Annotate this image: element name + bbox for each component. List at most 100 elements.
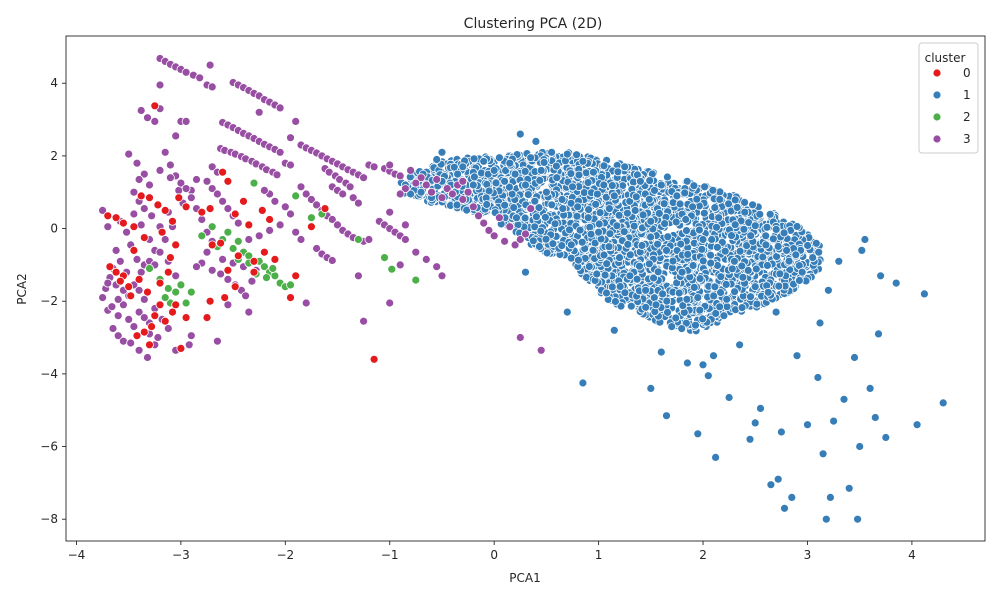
point-cluster-1 — [815, 318, 825, 328]
point-cluster-1 — [782, 245, 791, 255]
point-cluster-1 — [599, 250, 609, 260]
point-cluster-1 — [505, 158, 515, 168]
point-cluster-1 — [515, 129, 525, 139]
point-cluster-0 — [163, 267, 173, 277]
point-cluster-1 — [682, 294, 692, 304]
point-cluster-1 — [521, 267, 530, 277]
point-cluster-3 — [113, 294, 123, 304]
point-cluster-1 — [578, 156, 588, 166]
point-cluster-1 — [787, 492, 797, 502]
point-cluster-1 — [667, 322, 677, 332]
legend-marker-0 — [932, 68, 942, 78]
point-cluster-1 — [432, 155, 442, 164]
legend: cluster 0 1 2 3 — [918, 42, 979, 154]
point-cluster-1 — [632, 274, 642, 284]
legend-items: 0 1 2 3 — [932, 66, 971, 146]
point-cluster-2 — [160, 293, 170, 303]
point-cluster-2 — [259, 262, 269, 272]
point-cluster-3 — [437, 271, 447, 281]
point-cluster-3 — [312, 200, 322, 210]
point-cluster-0 — [136, 191, 146, 201]
point-cluster-1 — [737, 303, 747, 313]
point-cluster-0 — [239, 196, 248, 206]
point-cluster-3 — [505, 222, 515, 232]
point-cluster-3 — [411, 178, 421, 188]
point-cluster-3 — [442, 184, 452, 194]
point-cluster-3 — [270, 196, 280, 206]
legend-label-0: 0 — [963, 66, 971, 80]
point-cluster-3 — [400, 220, 410, 230]
point-cluster-1 — [584, 262, 594, 271]
point-cluster-3 — [301, 298, 311, 308]
point-cluster-3 — [484, 225, 494, 235]
point-cluster-1 — [826, 492, 835, 502]
point-cluster-3 — [98, 205, 107, 215]
point-cluster-3 — [115, 256, 125, 266]
point-cluster-1 — [698, 314, 707, 324]
point-cluster-3 — [395, 189, 405, 199]
point-cluster-1 — [523, 190, 533, 200]
point-cluster-1 — [604, 242, 614, 252]
point-cluster-3 — [171, 131, 181, 141]
point-cluster-1 — [715, 194, 725, 204]
point-cluster-1 — [530, 196, 540, 206]
point-cluster-3 — [369, 162, 379, 172]
point-cluster-1 — [730, 220, 740, 230]
point-cluster-3 — [143, 113, 152, 123]
point-cluster-0 — [286, 293, 295, 303]
point-cluster-3 — [155, 247, 165, 257]
point-cluster-1 — [710, 203, 720, 213]
point-cluster-3 — [500, 236, 510, 246]
point-cluster-1 — [784, 256, 794, 266]
point-cluster-1 — [528, 236, 538, 246]
point-cluster-1 — [709, 291, 719, 301]
point-cluster-1 — [735, 340, 744, 350]
point-cluster-1 — [791, 250, 801, 260]
point-cluster-3 — [286, 160, 295, 170]
point-cluster-3 — [437, 193, 447, 203]
point-cluster-3 — [327, 215, 337, 224]
point-cluster-1 — [811, 238, 821, 248]
point-cluster-3 — [338, 189, 348, 199]
point-cluster-3 — [124, 314, 134, 324]
point-cluster-3 — [416, 173, 426, 183]
point-cluster-0 — [168, 216, 177, 226]
point-cluster-1 — [594, 227, 603, 237]
point-cluster-1 — [678, 301, 688, 311]
point-cluster-3 — [186, 331, 196, 341]
point-cluster-1 — [609, 191, 619, 201]
point-cluster-3 — [186, 193, 196, 203]
point-cluster-3 — [218, 196, 228, 206]
point-cluster-1 — [691, 320, 700, 330]
point-cluster-1 — [500, 200, 510, 210]
point-cluster-1 — [774, 281, 784, 291]
point-cluster-3 — [359, 316, 369, 326]
point-cluster-1 — [662, 245, 671, 255]
point-cluster-1 — [645, 176, 655, 186]
point-cluster-2 — [228, 244, 238, 253]
point-cluster-1 — [653, 267, 663, 277]
point-cluster-3 — [468, 202, 478, 212]
point-cluster-3 — [207, 184, 217, 194]
point-cluster-3 — [254, 231, 264, 241]
point-cluster-3 — [291, 117, 301, 126]
point-cluster-3 — [406, 165, 416, 175]
point-cluster-1 — [756, 403, 765, 413]
point-cluster-3 — [479, 218, 489, 228]
point-cluster-0 — [259, 247, 269, 257]
point-cluster-3 — [348, 193, 358, 203]
point-cluster-1 — [724, 393, 734, 402]
point-cluster-0 — [171, 300, 181, 310]
point-cluster-3 — [333, 220, 342, 230]
point-cluster-3 — [153, 333, 163, 342]
legend-label-1: 1 — [963, 88, 971, 102]
legend-label-3: 3 — [963, 132, 971, 146]
x-tick-label: −4 — [68, 548, 86, 562]
point-cluster-3 — [202, 176, 212, 186]
point-cluster-0 — [143, 287, 152, 297]
point-cluster-0 — [291, 271, 301, 281]
point-cluster-3 — [515, 235, 525, 244]
point-cluster-1 — [491, 178, 501, 188]
point-cluster-1 — [874, 329, 883, 339]
